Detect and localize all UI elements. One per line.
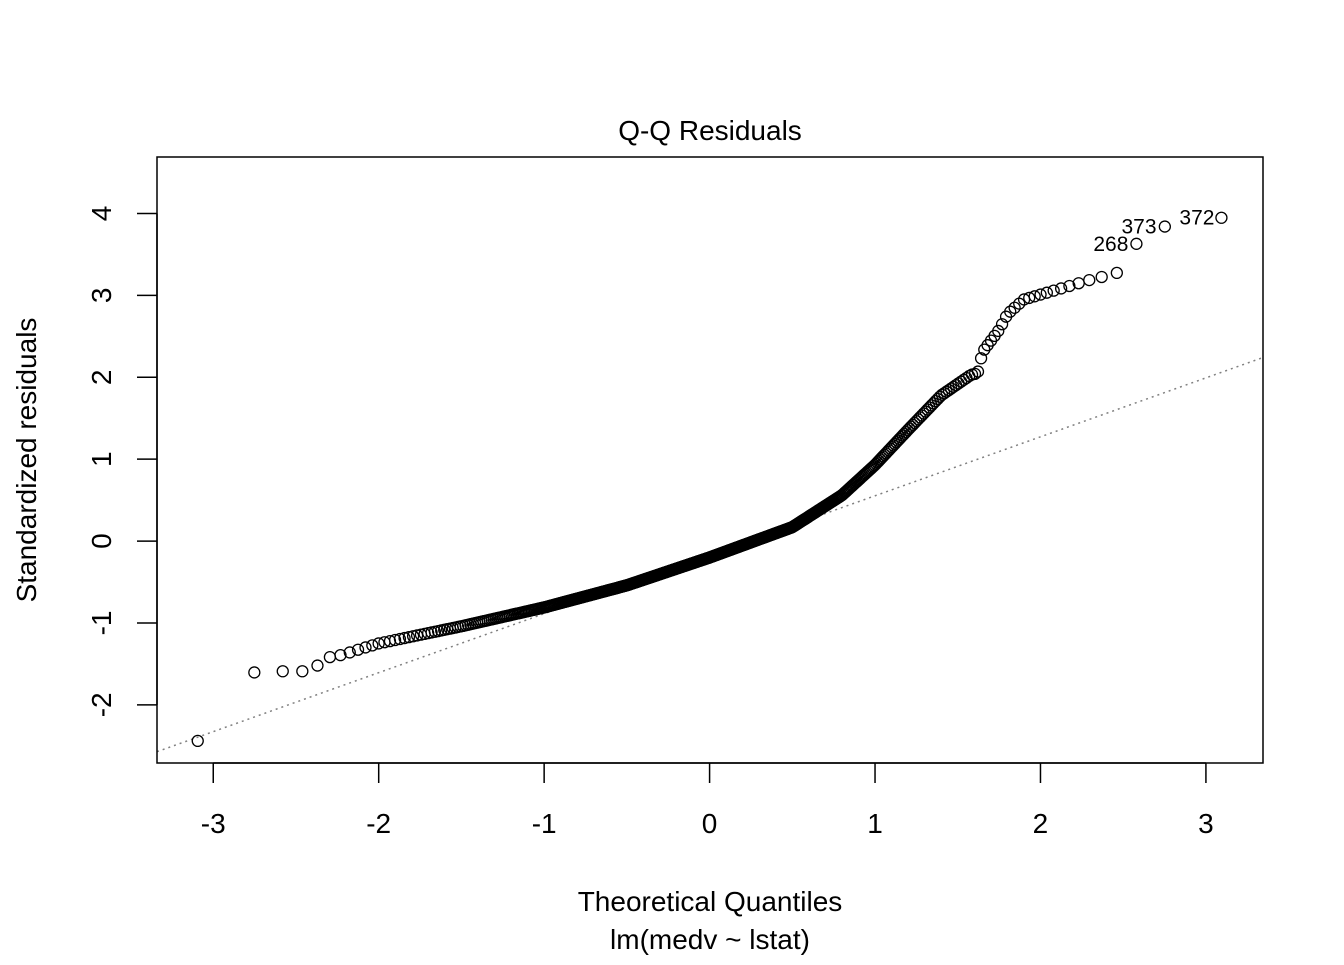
y-tick-label: 2 xyxy=(86,370,117,386)
x-tick-label: 2 xyxy=(1033,808,1049,839)
data-point xyxy=(311,659,324,672)
data-point xyxy=(372,637,385,650)
data-point xyxy=(1130,237,1143,250)
x-tick-label: -3 xyxy=(201,808,226,839)
point-label-372: 372 xyxy=(1179,207,1214,230)
x-tick-label: -1 xyxy=(532,808,557,839)
x-tick-label: -2 xyxy=(366,808,391,839)
data-point xyxy=(1004,305,1017,318)
y-tick-label: 3 xyxy=(86,288,117,304)
data-point xyxy=(1063,279,1076,293)
data-point xyxy=(388,633,402,647)
data-point xyxy=(402,631,416,644)
data-point xyxy=(1158,220,1171,233)
x-axis-subtitle: lm(medv ~ lstat) xyxy=(610,924,810,955)
x-tick-label: 1 xyxy=(867,808,883,839)
data-point xyxy=(276,665,289,678)
data-point xyxy=(366,639,379,652)
data-point xyxy=(1034,288,1047,301)
data-point xyxy=(248,666,261,679)
data-point xyxy=(343,646,356,659)
data-point xyxy=(398,631,411,645)
data-point xyxy=(1054,282,1068,295)
data-point xyxy=(296,665,309,678)
data-point xyxy=(974,352,988,365)
chart-title: Q-Q Residuals xyxy=(618,115,802,146)
data-point xyxy=(925,399,938,412)
point-label-268: 268 xyxy=(1093,233,1128,256)
x-tick-label: 0 xyxy=(702,808,718,839)
point-label-373: 373 xyxy=(1122,216,1157,239)
data-point xyxy=(1040,286,1053,299)
y-tick-label: -1 xyxy=(86,611,117,636)
y-tick-label: 0 xyxy=(86,533,117,549)
reference-line xyxy=(157,356,1263,753)
data-point xyxy=(191,734,204,748)
y-axis-label: Standardized residuals xyxy=(11,318,42,603)
data-point xyxy=(1083,273,1096,287)
data-point xyxy=(971,365,985,378)
y-tick-label: 4 xyxy=(86,206,117,222)
data-point xyxy=(1047,284,1060,297)
data-point xyxy=(1008,301,1021,314)
data-point xyxy=(923,401,936,414)
data-point xyxy=(968,367,982,380)
data-point xyxy=(334,649,347,662)
y-tick-label: 1 xyxy=(86,451,117,467)
data-point xyxy=(929,395,942,408)
data-point xyxy=(1215,211,1228,224)
data-point xyxy=(1095,270,1108,284)
data-point xyxy=(992,324,1005,338)
data-point xyxy=(927,397,940,410)
data-point xyxy=(1028,290,1041,303)
data-point xyxy=(1023,291,1036,305)
x-tick-label: 3 xyxy=(1198,808,1214,839)
data-point xyxy=(323,650,337,664)
data-point xyxy=(393,632,407,646)
y-tick-label: -2 xyxy=(86,692,117,717)
data-point xyxy=(359,641,372,654)
data-point xyxy=(995,318,1009,331)
data-point xyxy=(351,643,365,656)
plot-frame xyxy=(156,156,1264,764)
data-point xyxy=(1110,266,1123,280)
x-axis-label: Theoretical Quantiles xyxy=(578,886,843,917)
